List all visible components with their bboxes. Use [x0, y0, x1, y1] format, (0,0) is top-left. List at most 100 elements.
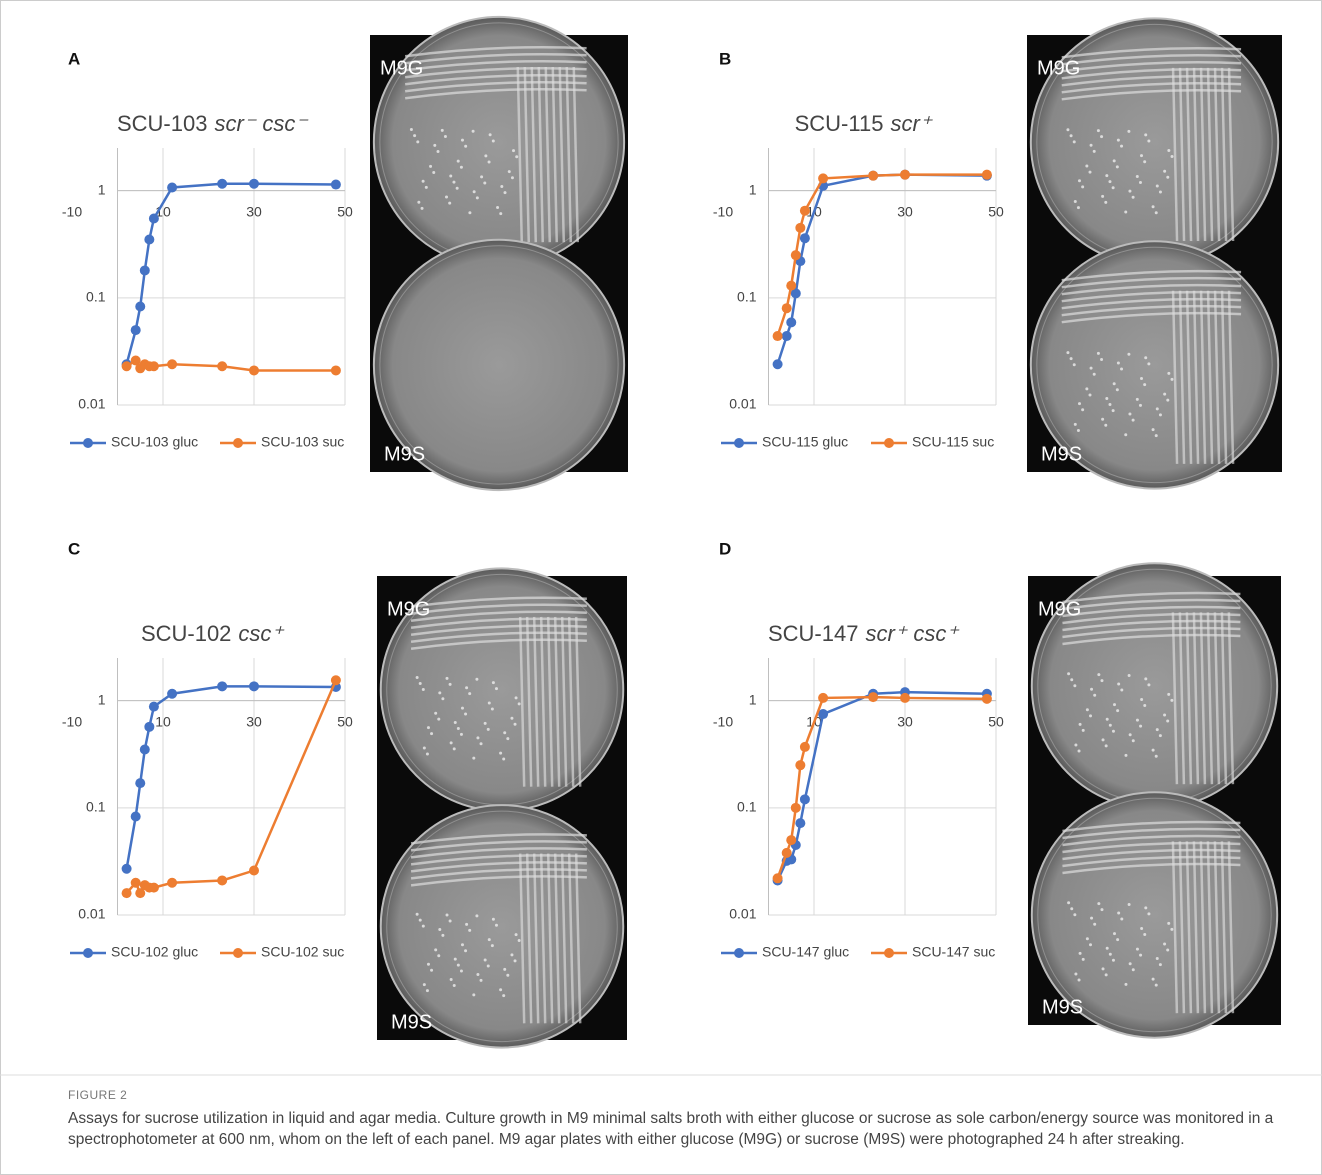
- colony: [518, 939, 521, 942]
- colony: [461, 707, 464, 710]
- x-tick-label: 30: [897, 203, 913, 219]
- colony: [1163, 393, 1166, 396]
- colony: [1070, 134, 1073, 137]
- colony: [1070, 357, 1073, 360]
- colony: [1171, 155, 1174, 158]
- data-point: [331, 180, 341, 190]
- colony: [1093, 694, 1096, 697]
- colony: [500, 185, 503, 188]
- panel-letter: C: [68, 539, 80, 558]
- panel-letter: A: [68, 49, 80, 68]
- colony: [430, 732, 433, 735]
- data-point: [800, 794, 810, 804]
- colony: [1144, 356, 1147, 359]
- colony: [1113, 382, 1116, 385]
- title-part: csc⁺: [913, 621, 960, 646]
- colony: [460, 733, 463, 736]
- y-tick-label: 1: [98, 181, 106, 197]
- colony: [452, 181, 455, 184]
- x-tick-label: -10: [62, 713, 82, 729]
- x-tick-label: -10: [713, 203, 733, 219]
- colony: [1090, 144, 1093, 147]
- colony: [1086, 937, 1089, 940]
- colony: [445, 195, 448, 198]
- colony: [476, 196, 479, 199]
- colony: [1136, 948, 1139, 951]
- colony: [491, 944, 494, 947]
- data-point: [140, 745, 150, 755]
- data-point: [167, 689, 177, 699]
- colony: [450, 741, 453, 744]
- colony: [1120, 368, 1123, 371]
- colony: [1066, 351, 1069, 354]
- colony: [1089, 171, 1092, 174]
- colony: [441, 934, 444, 937]
- colony: [476, 973, 479, 976]
- data-point: [795, 223, 805, 233]
- data-point: [167, 359, 177, 369]
- caption-text: Assays for sucrose utilization in liquid…: [68, 1108, 1304, 1150]
- colony: [1079, 723, 1082, 726]
- data-point: [149, 883, 159, 893]
- x-tick-label: -10: [713, 713, 733, 729]
- title-part: scr⁺: [865, 621, 908, 646]
- colony: [1139, 181, 1142, 184]
- series-line: [778, 175, 987, 336]
- colony: [1155, 434, 1158, 437]
- colony: [1140, 927, 1143, 930]
- colony: [1144, 133, 1147, 136]
- colony: [1104, 424, 1107, 427]
- colony: [426, 989, 429, 992]
- colony: [1140, 377, 1143, 380]
- colony: [1128, 190, 1131, 193]
- colony: [1143, 704, 1146, 707]
- title-part: SCU-115: [795, 111, 884, 136]
- colony: [1073, 140, 1076, 143]
- colony: [1140, 154, 1143, 157]
- colony: [416, 676, 419, 679]
- colony: [1086, 708, 1089, 711]
- colony: [1097, 902, 1100, 905]
- colony: [1105, 973, 1108, 976]
- colony: [1073, 684, 1076, 687]
- colony: [476, 736, 479, 739]
- y-tick-label: 0.01: [729, 396, 756, 412]
- colony: [1139, 725, 1142, 728]
- colony: [1170, 928, 1173, 931]
- title-part: SCU-103: [117, 111, 207, 136]
- colony: [1167, 372, 1170, 375]
- colony: [1100, 679, 1103, 682]
- colony: [1117, 912, 1120, 915]
- data-point: [782, 331, 792, 341]
- colony: [472, 757, 475, 760]
- colony: [1152, 978, 1155, 981]
- data-point: [217, 361, 227, 371]
- y-tick-label: 0.1: [737, 799, 757, 815]
- colony: [1156, 728, 1159, 731]
- colony: [1171, 378, 1174, 381]
- legend-label: SCU-147 suc: [912, 944, 995, 960]
- photo-label: M9S: [1042, 996, 1083, 1018]
- colony: [1078, 750, 1081, 753]
- y-tick-label: 1: [98, 691, 106, 707]
- x-tick-label: 50: [988, 713, 1004, 729]
- colony: [506, 974, 509, 977]
- data-point: [217, 179, 227, 189]
- colony: [1116, 165, 1119, 168]
- colony: [450, 978, 453, 981]
- colony: [1128, 674, 1131, 677]
- photo-label: M9G: [1037, 57, 1080, 79]
- caption: FIGURE 2 Assays for sucrose utilization …: [68, 1088, 1304, 1150]
- colony: [1124, 754, 1127, 757]
- colony: [437, 718, 440, 721]
- colony: [457, 964, 460, 967]
- legend-marker: [884, 438, 894, 448]
- data-point: [773, 359, 783, 369]
- title-part: SCU-147: [768, 621, 858, 646]
- colony: [460, 166, 463, 169]
- colony: [1147, 139, 1150, 142]
- colony: [448, 202, 451, 205]
- caption-label: FIGURE 2: [68, 1088, 1304, 1102]
- colony: [1112, 959, 1115, 962]
- legend-marker: [83, 438, 93, 448]
